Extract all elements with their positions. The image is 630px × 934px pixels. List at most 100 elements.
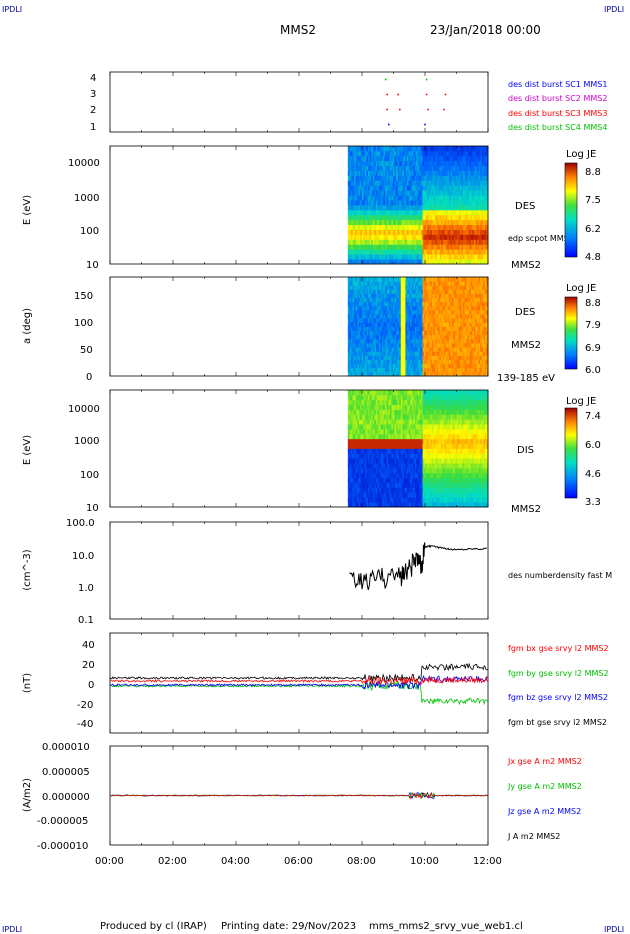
des-energy-cell [438,244,441,250]
des-energy-cell [411,254,414,260]
des-energy-cell [442,190,445,196]
des-pitch-cell [444,305,447,311]
des-pitch-cell [472,277,475,282]
des-pitch-cell [481,305,484,311]
des-pitch-cell [478,285,481,290]
burst-point-7 [399,108,401,111]
des-energy-cell [378,219,381,226]
des-energy-cell [355,259,358,265]
des-pitch-cell [403,318,406,323]
des-energy-cell [372,205,375,211]
des-pitch-cell [422,334,425,340]
dis-energy-cell [377,443,380,449]
des-pitch-cell [449,322,452,327]
des-pitch-cell [402,318,405,323]
des-pitch-cell [408,338,411,344]
dis-energy-cell [386,399,389,406]
des-energy-cell [389,195,392,201]
des-pitch-cell [452,301,455,307]
dis-energy-cell [361,477,364,484]
des-energy-cell [464,180,467,186]
des-pitch-cell [380,355,383,360]
des-pitch-cell [378,359,381,365]
des-pitch-cell [422,310,425,315]
des-energy-cell [416,229,419,235]
dis-energy-cell [355,433,358,440]
des-energy-cell [372,200,375,206]
dis-energy-cell [371,399,374,406]
des-pitch-cell [473,355,476,360]
des-pitch-cell [350,277,353,282]
des-pitch-cell [461,297,464,303]
des-pitch-cell [416,305,419,311]
des-energy-cell [399,190,402,196]
des-energy-cell [405,209,408,216]
des-pitch-cell [385,293,388,299]
des-pitch-cell [352,322,355,327]
des-pitch-cell [371,359,374,365]
des-energy-cell [394,150,397,157]
des-pitch-cell [467,310,470,315]
des-pitch-cell [486,367,489,373]
des-pitch-cell [452,297,455,303]
des-pitch-cell [427,301,430,307]
des-energy-cell [417,150,420,157]
des-pitch-cell [438,367,441,373]
des-pitch-cell [414,338,417,344]
des-pitch-cell [416,297,419,303]
dis-energy-cell [352,404,355,410]
dis-energy-cell [361,390,364,396]
des-energy-cell [484,244,487,250]
des-energy-cell [394,219,397,226]
dis-energy-cell [380,502,383,508]
des-energy-cell [369,244,372,250]
des-energy-cell [378,155,381,162]
dis-energy-cell [361,448,364,454]
des-pitch-cell [368,305,371,311]
des-energy-cell [470,195,473,201]
des-energy-cell [371,150,374,157]
des-pitch-cell [413,355,416,360]
des-pitch-cell [444,355,447,360]
des-energy-cell [388,244,391,250]
des-pitch-cell [456,326,459,332]
des-energy-cell [421,254,423,260]
des-energy-cell [441,224,444,230]
des-energy-cell [416,224,419,230]
des-pitch-cell [478,318,481,323]
des-pitch-cell [473,318,476,323]
des-energy-cell [447,249,450,255]
dis-energy-cell [361,424,364,430]
des-pitch-cell [466,289,469,294]
des-pitch-cell [419,363,422,369]
des-pitch-cell [354,322,357,327]
des-energy-cell [483,195,486,201]
des-energy-cbar-tick-2: 7.5 [585,195,601,206]
des-energy-cell [355,160,358,167]
des-energy-cell [452,219,455,226]
des-energy-cell [397,234,400,240]
des-energy-cell [450,170,453,176]
des-pitch-cell [371,367,374,373]
des-pitch-cell [445,363,448,369]
des-energy-cell [363,234,366,240]
des-energy-cell [421,259,423,265]
des-energy-cell [352,209,355,216]
des-pitch-cell [378,355,381,360]
des-energy-cell [486,185,489,191]
des-pitch-cell [447,310,450,315]
des-pitch-cell [486,330,489,336]
des-energy-cell [431,205,434,211]
des-energy-cell [419,234,422,240]
des-energy-cell [411,200,414,206]
des-energy-cell [475,205,478,211]
des-energy-cell [414,185,417,191]
des-energy-cell [374,185,377,191]
des-pitch-cell [470,293,473,299]
des-energy-cell [366,180,369,186]
des-energy-cell [449,185,452,191]
des-energy-ylabel: E (eV) [22,195,33,225]
des-pitch-cell [358,305,361,311]
des-pitch-cell [456,359,459,365]
des-pitch-cell [372,310,375,315]
